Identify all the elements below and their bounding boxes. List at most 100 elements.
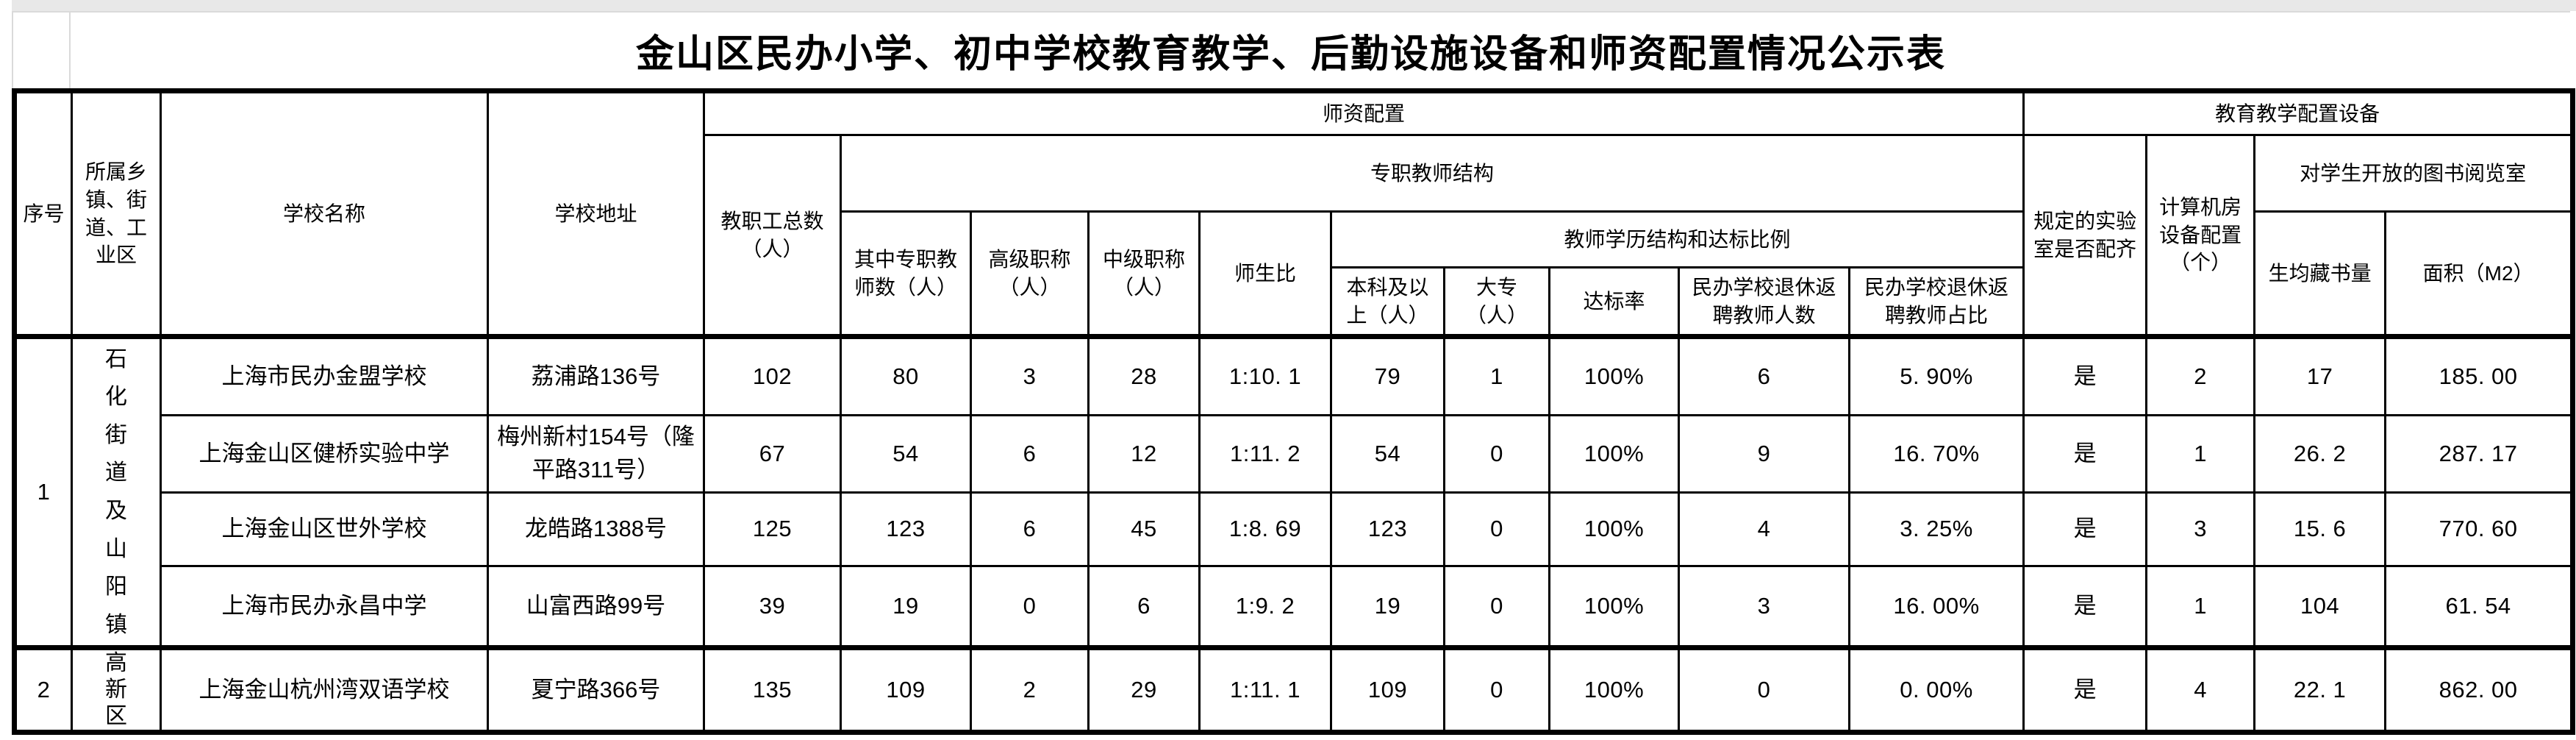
cell-fulltime-count: 123 [840, 491, 972, 567]
cell-senior-title: 2 [970, 645, 1090, 733]
table-row: 2 高新区 上海金山杭州湾双语学校 夏宁路366号 135 109 2 29 1… [13, 645, 2575, 733]
cell-group-serial: 1 [13, 334, 73, 649]
cell-bachelor: 123 [1330, 491, 1445, 567]
cell-ratio: 1:11. 2 [1198, 414, 1332, 494]
spreadsheet: 金山区民办小学、初中学校教育教学、后勤设施设备和师资配置情况公示表 序号 所属乡… [12, 11, 2576, 735]
cell-middle-title: 29 [1087, 645, 1201, 733]
cell-group-region: 高新区 [71, 645, 162, 733]
gridline-vertical-left [12, 13, 13, 88]
cell-lab: 是 [2022, 645, 2148, 733]
cell-fulltime-count: 54 [840, 414, 972, 494]
cell-senior-title: 6 [970, 414, 1090, 494]
cell-books-per-student: 17 [2253, 334, 2387, 416]
cell-area: 770. 60 [2384, 491, 2575, 567]
col-header-retired-count: 民办学校退休返聘教师人数 [1678, 266, 1850, 338]
cell-retired-count: 3 [1678, 565, 1850, 649]
cell-ratio: 1:10. 1 [1198, 334, 1332, 416]
cell-associate: 0 [1443, 645, 1550, 733]
cell-fulltime-count: 19 [840, 565, 972, 649]
group-header-library: 对学生开放的图书阅览室 [2253, 134, 2575, 213]
cell-middle-title: 45 [1087, 491, 1201, 567]
cell-area: 61. 54 [2384, 565, 2575, 649]
cell-bachelor: 19 [1330, 565, 1445, 649]
table-row: 上海金山区世外学校 龙皓路1388号 125 123 6 45 1:8. 69 … [15, 491, 2575, 567]
cell-retired-count: 0 [1678, 645, 1850, 733]
cell-retired-count: 6 [1678, 334, 1850, 416]
cell-school-name: 上海金山区世外学校 [160, 491, 489, 567]
cell-retired-pct: 16. 00% [1847, 565, 2025, 649]
cell-area: 862. 00 [2384, 645, 2575, 733]
cell-lab: 是 [2022, 565, 2148, 649]
cell-pass-rate: 100% [1548, 334, 1680, 416]
col-header-ratio: 师生比 [1198, 210, 1332, 338]
cell-retired-pct: 3. 25% [1847, 491, 2025, 567]
cell-bachelor: 79 [1330, 334, 1445, 416]
cell-books-per-student: 104 [2253, 565, 2387, 649]
col-header-retired-pct: 民办学校退休返聘教师占比 [1847, 266, 2025, 338]
cell-retired-count: 9 [1678, 414, 1850, 494]
cell-books-per-student: 26. 2 [2253, 414, 2387, 494]
col-header-middle-title: 中级职称（人） [1087, 210, 1201, 338]
cell-ratio: 1:11. 1 [1198, 645, 1332, 733]
cell-pass-rate: 100% [1548, 491, 1680, 567]
col-header-associate: 大专（人） [1443, 266, 1550, 338]
table-row: 1 石化街道及山阳镇 上海市民办金盟学校 荔浦路136号 102 80 3 28… [13, 334, 2575, 649]
gridline-vertical-col1 [69, 13, 71, 88]
group-header-equipment: 教育教学配置设备 [2022, 90, 2575, 136]
cell-school-name: 上海金山区健桥实验中学 [160, 414, 489, 494]
header-row-1: 序号 所属乡镇、街道、工业区 学校名称 学校地址 师资配置 教育教学配置设备 [13, 90, 2575, 338]
col-header-township: 所属乡镇、街道、工业区 [71, 90, 162, 338]
cell-staff-total: 102 [703, 334, 842, 416]
cell-group-serial: 2 [13, 645, 73, 733]
cell-lab: 是 [2022, 491, 2148, 567]
group-header-degree: 教师学历结构和达标比例 [1329, 210, 2025, 268]
cell-staff-total: 125 [703, 491, 842, 567]
cell-pass-rate: 100% [1548, 565, 1680, 649]
cell-lab: 是 [2022, 414, 2148, 494]
top-margin-band [12, 0, 2576, 11]
col-header-staff-total: 教职工总数（人） [703, 134, 842, 338]
region-vertical-text: 石化街道及山阳镇 [105, 346, 127, 637]
cell-senior-title: 6 [970, 491, 1090, 567]
cell-middle-title: 28 [1087, 334, 1201, 416]
cell-books-per-student: 22. 1 [2253, 645, 2387, 733]
cell-group-region: 石化街道及山阳镇 [71, 334, 162, 649]
cell-retired-pct: 16. 70% [1847, 414, 2025, 494]
cell-ratio: 1:9. 2 [1198, 565, 1332, 649]
cell-computer-room: 1 [2145, 414, 2256, 494]
cell-senior-title: 0 [970, 565, 1090, 649]
table-row: 上海市民办永昌中学 山富西路99号 39 19 0 6 1:9. 2 19 0 … [15, 565, 2575, 649]
col-header-pass-rate: 达标率 [1548, 266, 1680, 338]
cell-computer-room: 3 [2145, 491, 2256, 567]
header-row-3: 其中专职教师数（人） 高级职称（人） 中级职称（人） 师生比 教师学历结构和达标… [15, 210, 2575, 338]
cell-school-name: 上海市民办永昌中学 [160, 565, 489, 649]
cell-school-address: 山富西路99号 [487, 565, 705, 649]
cell-associate: 1 [1443, 334, 1550, 416]
cell-staff-total: 135 [703, 645, 842, 733]
cell-bachelor: 54 [1330, 414, 1445, 494]
col-header-books-per-student: 生均藏书量 [2253, 210, 2387, 338]
col-header-area: 面积（M2） [2384, 210, 2575, 338]
cell-area: 287. 17 [2384, 414, 2575, 494]
col-header-computer-room: 计算机房设备配置（个） [2145, 134, 2256, 338]
cell-bachelor: 109 [1330, 645, 1445, 733]
col-header-lab: 规定的实验室是否配齐 [2022, 134, 2148, 338]
cell-retired-count: 4 [1678, 491, 1850, 567]
cell-pass-rate: 100% [1548, 645, 1680, 733]
cell-associate: 0 [1443, 565, 1550, 649]
cell-computer-room: 4 [2145, 645, 2256, 733]
cell-associate: 0 [1443, 414, 1550, 494]
group-header-staffing: 师资配置 [702, 90, 2025, 136]
col-header-bachelor: 本科及以上（人） [1330, 266, 1445, 338]
cell-staff-total: 39 [703, 565, 842, 649]
col-header-senior-title: 高级职称（人） [970, 210, 1090, 338]
cell-school-address: 龙皓路1388号 [487, 491, 705, 567]
cell-school-name: 上海金山杭州湾双语学校 [160, 645, 489, 733]
cell-middle-title: 12 [1087, 414, 1201, 494]
cell-ratio: 1:8. 69 [1198, 491, 1332, 567]
col-header-school-address: 学校地址 [487, 90, 705, 338]
cell-school-address: 梅州新村154号（隆平路311号） [487, 414, 705, 494]
cell-lab: 是 [2022, 334, 2148, 416]
cell-staff-total: 67 [703, 414, 842, 494]
cell-retired-pct: 5. 90% [1847, 334, 2025, 416]
